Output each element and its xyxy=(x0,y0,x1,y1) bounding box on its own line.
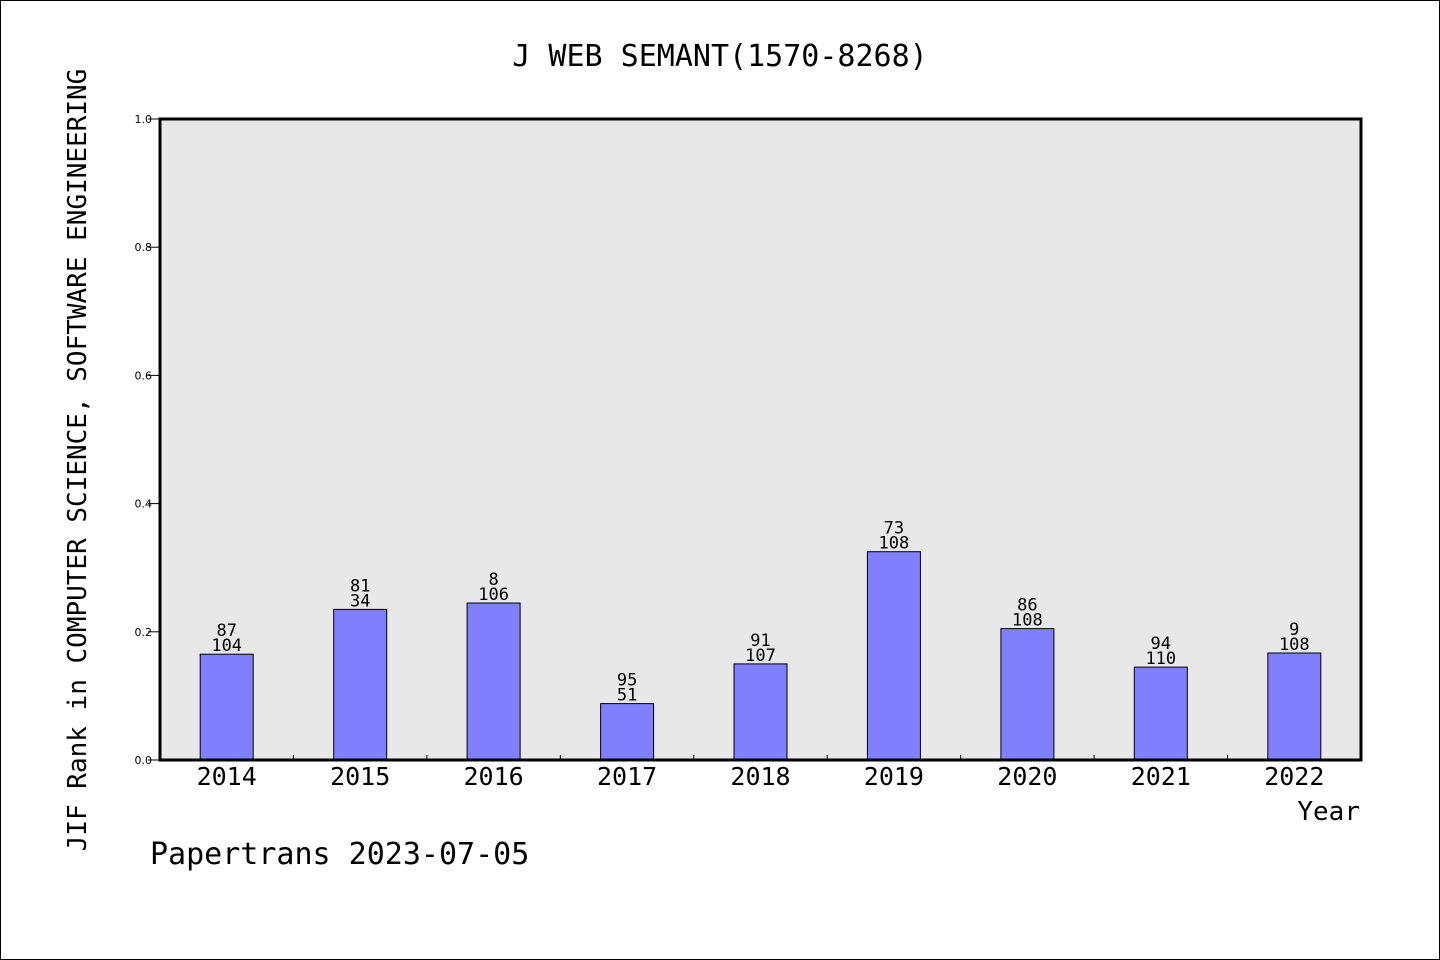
rank-label-2017: 95 xyxy=(617,671,637,691)
x-tick-label-2014: 2014 xyxy=(197,762,257,791)
y-tick-label: 0.4 xyxy=(135,498,153,511)
rank-label-2015: 81 xyxy=(350,576,370,596)
rank-label-2016: 8 xyxy=(488,570,498,590)
bar-2014 xyxy=(199,653,254,761)
total-label-2016: 106 xyxy=(478,585,509,605)
y-axis-label: JIF Rank in COMPUTER SCIENCE, SOFTWARE E… xyxy=(63,69,93,852)
bar-2022 xyxy=(1267,652,1322,761)
total-label-2021: 110 xyxy=(1145,649,1176,669)
y-tick-label: 0.6 xyxy=(135,369,153,382)
x-tick-label-2019: 2019 xyxy=(864,762,924,791)
total-label-2019: 108 xyxy=(879,534,910,554)
watermark-text: Papertrans 2023-07-05 xyxy=(150,837,529,872)
bar-2019 xyxy=(866,551,921,761)
x-tick-label-2022: 2022 xyxy=(1264,762,1324,791)
x-tick-label-2021: 2021 xyxy=(1131,762,1191,791)
total-label-2018: 107 xyxy=(745,646,776,666)
x-axis: 2014 2015 2016 2017 2018 2019 2020 2021 2022 xyxy=(197,755,1324,791)
x-tick-label-2020: 2020 xyxy=(997,762,1057,791)
bar-2017 xyxy=(600,703,655,761)
total-label-2022: 108 xyxy=(1279,635,1310,655)
total-label-2020: 108 xyxy=(1012,611,1043,631)
rank-label-2021: 94 xyxy=(1151,634,1171,654)
bar-2015 xyxy=(333,608,388,761)
y-axis: 0.0 0.2 0.4 0.6 0.8 1.0 xyxy=(135,113,160,767)
total-label-2017: 51 xyxy=(617,686,637,706)
y-tick-label: 0.2 xyxy=(135,626,153,639)
chart-title: J WEB SEMANT(1570-8268) xyxy=(512,39,927,74)
rank-label-2014: 87 xyxy=(216,621,236,641)
x-tick-label-2015: 2015 xyxy=(330,762,390,791)
x-tick-label-2016: 2016 xyxy=(463,762,523,791)
value-labels-group: 8710481348106955191107731088610894110910… xyxy=(211,519,1309,706)
rank-label-2019: 73 xyxy=(884,519,904,539)
y-tick-label: 0.0 xyxy=(135,754,153,767)
y-tick-label: 1.0 xyxy=(135,113,153,126)
total-label-2015: 34 xyxy=(350,591,370,611)
y-tick-label: 0.8 xyxy=(135,241,153,254)
rank-label-2018: 91 xyxy=(750,631,770,651)
bar-2016 xyxy=(466,602,521,761)
x-axis-label: Year xyxy=(1297,797,1360,827)
x-tick-label-2017: 2017 xyxy=(597,762,657,791)
bars-group xyxy=(199,551,1322,761)
bar-2020 xyxy=(1000,628,1055,761)
total-label-2014: 104 xyxy=(211,636,242,656)
rank-label-2020: 86 xyxy=(1017,596,1037,616)
bar-2018 xyxy=(733,663,788,761)
rank-label-2022: 9 xyxy=(1289,620,1299,640)
plot-border xyxy=(158,117,1363,762)
bar-2021 xyxy=(1133,666,1188,761)
x-tick-label-2018: 2018 xyxy=(730,762,790,791)
